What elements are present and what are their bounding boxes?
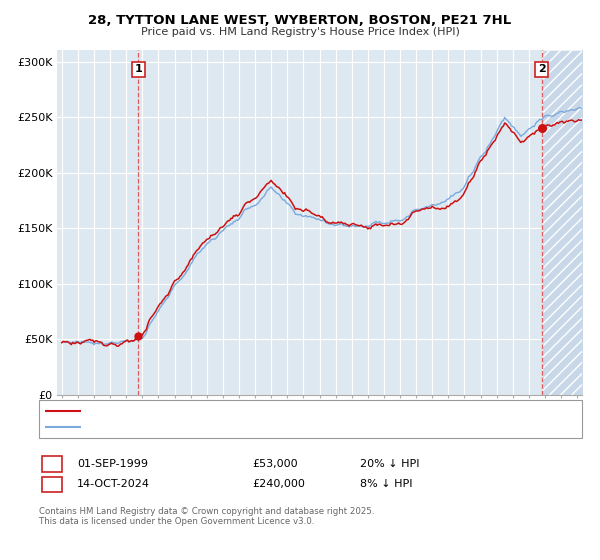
Text: 01-SEP-1999: 01-SEP-1999	[77, 459, 148, 469]
Text: 8% ↓ HPI: 8% ↓ HPI	[360, 479, 413, 489]
Text: £53,000: £53,000	[252, 459, 298, 469]
Text: 1: 1	[134, 64, 142, 74]
Text: 14-OCT-2024: 14-OCT-2024	[77, 479, 150, 489]
Text: £240,000: £240,000	[252, 479, 305, 489]
Text: 2: 2	[538, 64, 545, 74]
Text: 20% ↓ HPI: 20% ↓ HPI	[360, 459, 419, 469]
Text: 28, TYTTON LANE WEST, WYBERTON, BOSTON, PE21 7HL (detached house): 28, TYTTON LANE WEST, WYBERTON, BOSTON, …	[88, 405, 463, 416]
Text: HPI: Average price, detached house, Boston: HPI: Average price, detached house, Bost…	[88, 422, 307, 432]
Text: Contains HM Land Registry data © Crown copyright and database right 2025.
This d: Contains HM Land Registry data © Crown c…	[39, 507, 374, 526]
Text: Price paid vs. HM Land Registry's House Price Index (HPI): Price paid vs. HM Land Registry's House …	[140, 27, 460, 37]
Text: 1: 1	[48, 459, 56, 469]
Text: 28, TYTTON LANE WEST, WYBERTON, BOSTON, PE21 7HL: 28, TYTTON LANE WEST, WYBERTON, BOSTON, …	[88, 14, 512, 27]
Text: 2: 2	[48, 479, 56, 489]
